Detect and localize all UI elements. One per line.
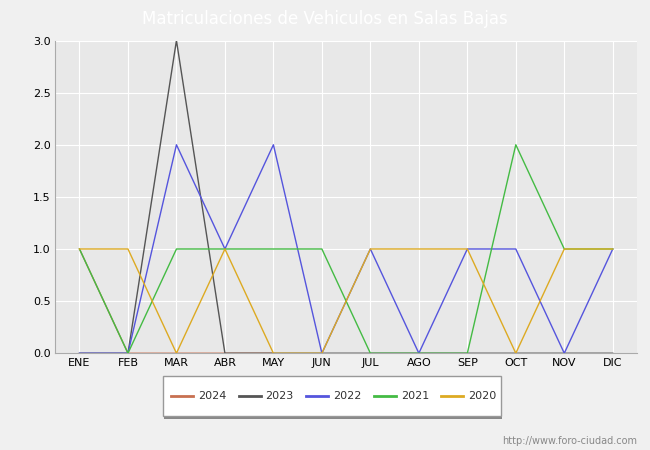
Text: 2021: 2021 bbox=[401, 391, 429, 401]
Text: 2024: 2024 bbox=[198, 391, 226, 401]
Text: Matriculaciones de Vehiculos en Salas Bajas: Matriculaciones de Vehiculos en Salas Ba… bbox=[142, 10, 508, 28]
Text: 2022: 2022 bbox=[333, 391, 361, 401]
Text: http://www.foro-ciudad.com: http://www.foro-ciudad.com bbox=[502, 436, 637, 446]
Text: 2020: 2020 bbox=[469, 391, 497, 401]
FancyBboxPatch shape bbox=[164, 379, 502, 419]
Text: 2023: 2023 bbox=[266, 391, 294, 401]
FancyBboxPatch shape bbox=[162, 376, 500, 416]
